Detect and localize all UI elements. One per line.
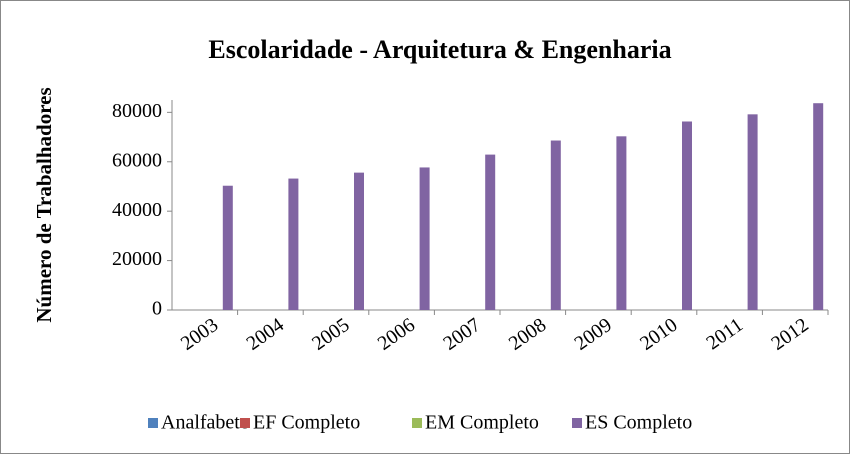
y-tick-label: 40000 <box>112 199 162 221</box>
chart-title: Escolaridade - Arquitetura & Engenharia <box>208 35 671 64</box>
y-axis-label: Número de Trabalhadores <box>32 87 56 322</box>
bar <box>813 103 824 310</box>
bar <box>747 114 758 311</box>
legend-swatch <box>572 418 582 428</box>
bar <box>682 121 692 311</box>
legend-label: ES Completo <box>585 412 692 434</box>
legend-swatch <box>412 418 422 428</box>
y-tick-label: 60000 <box>112 149 162 171</box>
legend-swatch <box>240 418 250 428</box>
bar <box>485 154 496 310</box>
bar <box>616 136 627 310</box>
y-tick-label: 20000 <box>112 248 162 270</box>
y-tick-label: 0 <box>152 298 162 320</box>
bar <box>419 167 430 310</box>
legend-label: EM Completo <box>425 412 539 434</box>
bar <box>354 172 364 310</box>
legend-label: Analfabeto <box>161 412 250 434</box>
y-tick-label: 80000 <box>112 100 162 122</box>
legend-swatch <box>148 418 158 428</box>
bar <box>550 140 561 310</box>
bar <box>222 185 233 310</box>
legend-label: EF Completo <box>253 412 360 434</box>
bar <box>288 178 299 310</box>
